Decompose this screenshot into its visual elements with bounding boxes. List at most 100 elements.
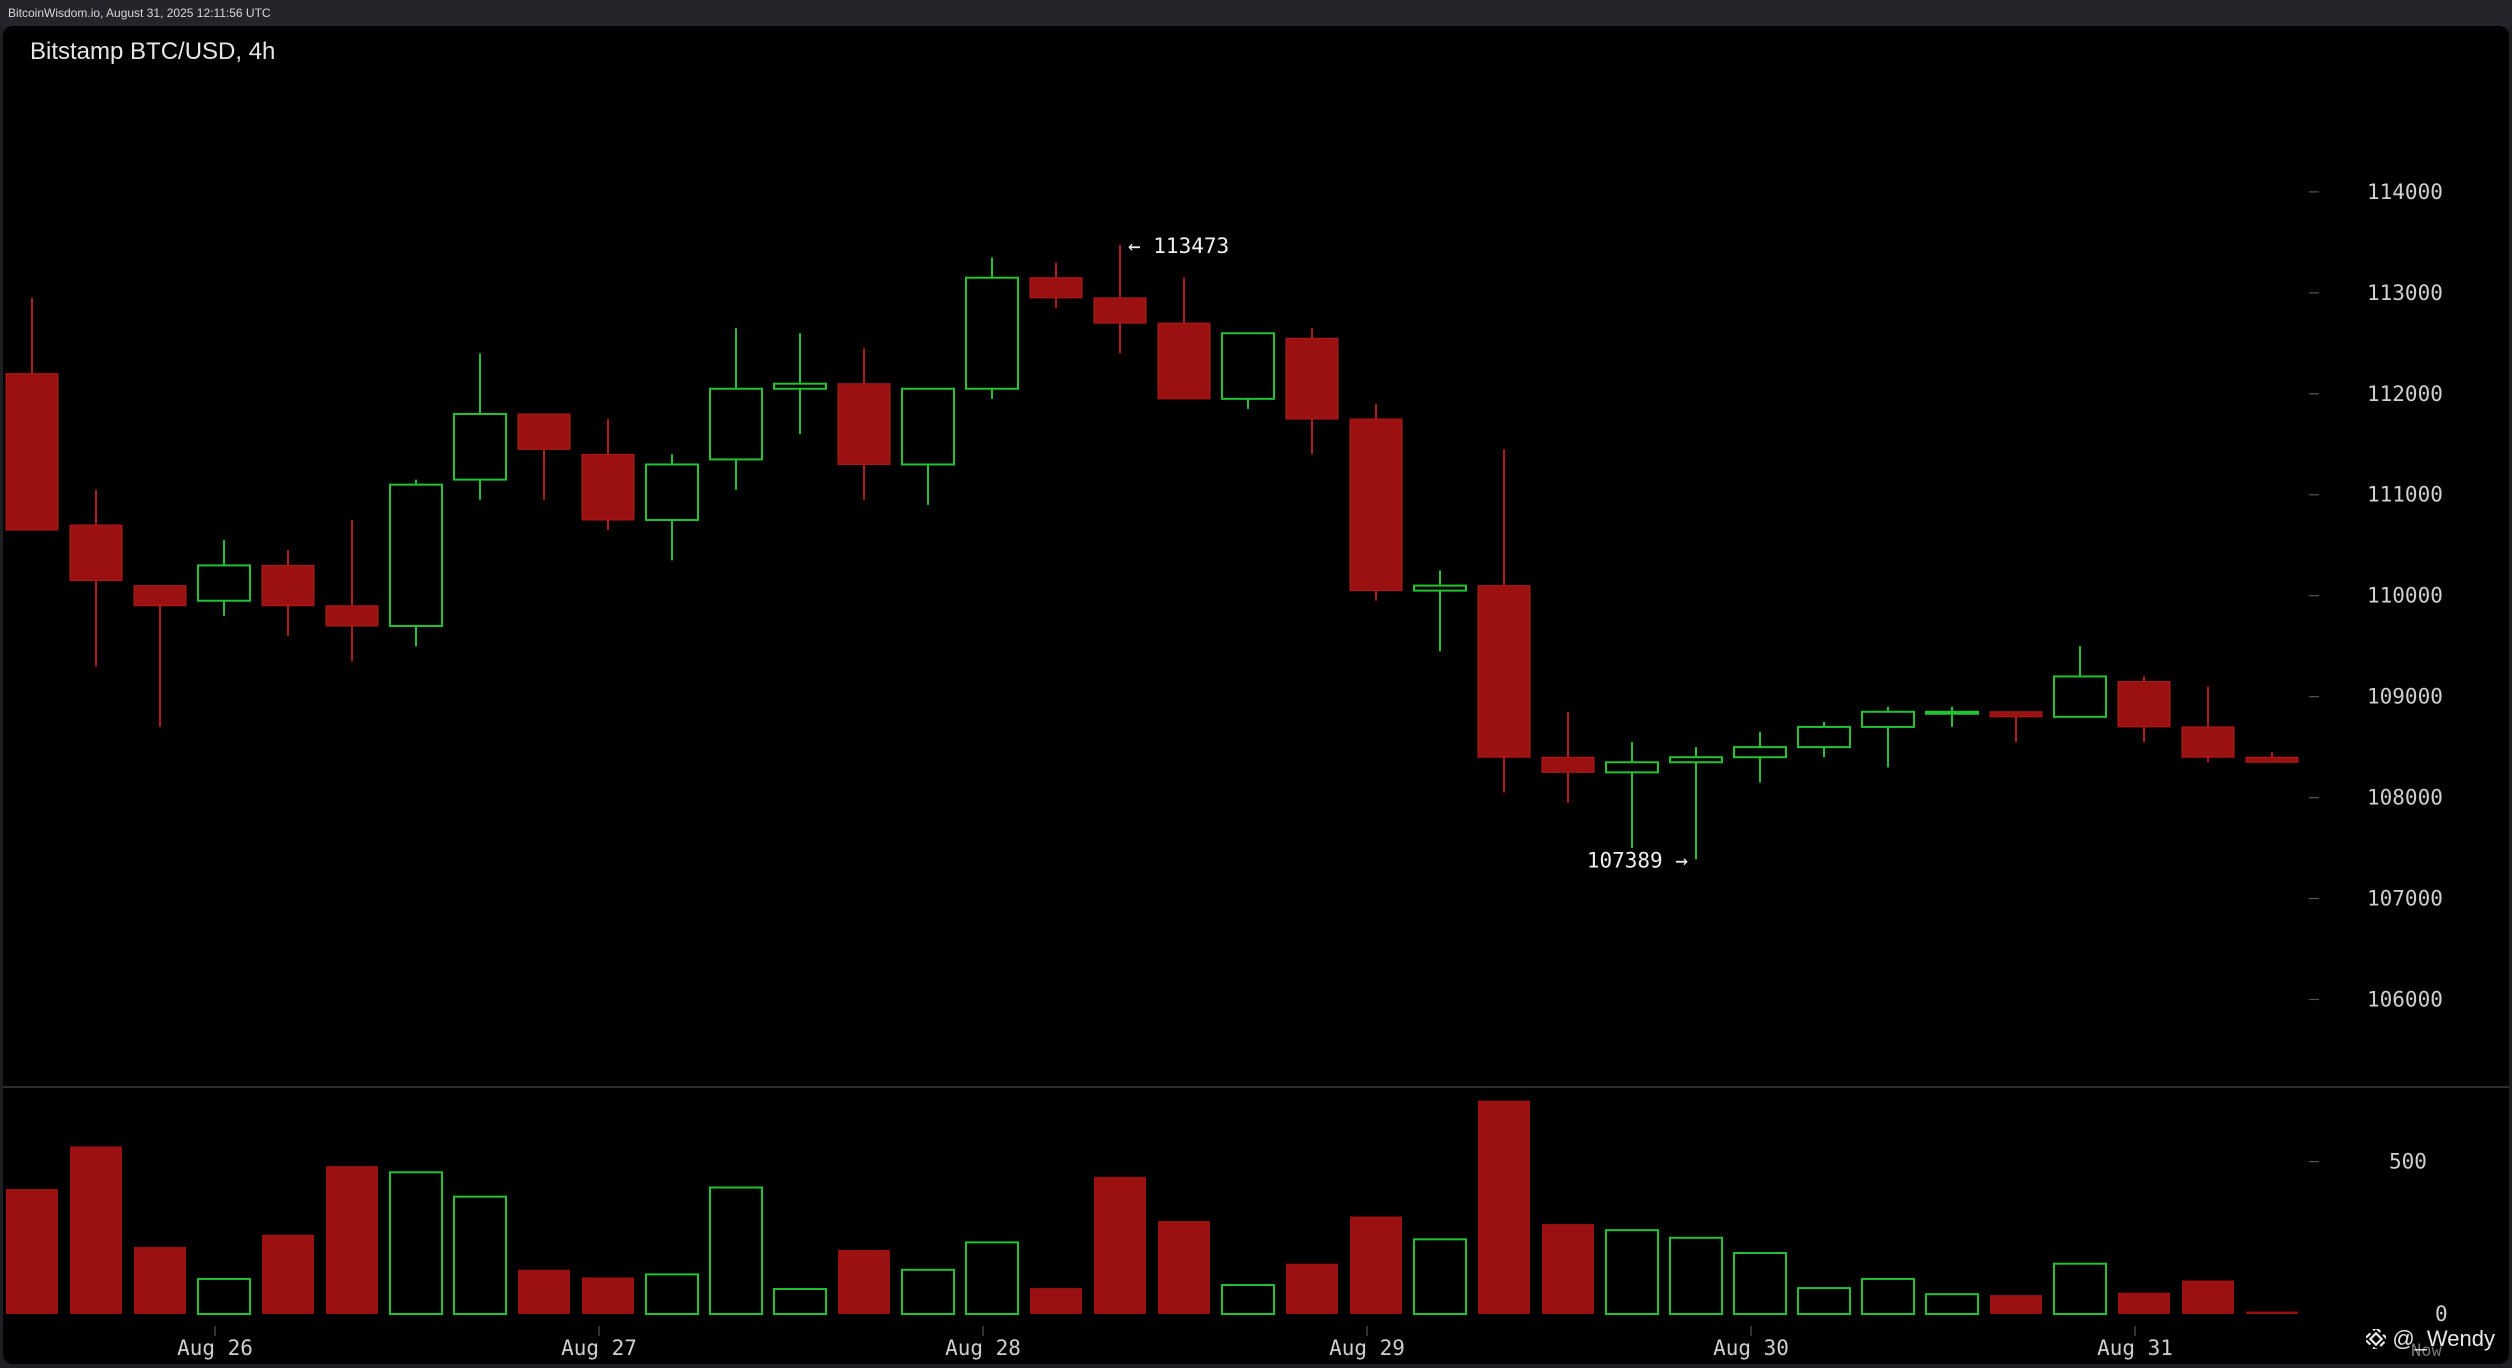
volume-bar-down bbox=[6, 1189, 58, 1314]
candle bbox=[5, 297, 59, 531]
candle bbox=[1605, 742, 1659, 849]
volume-bar-up bbox=[1605, 1229, 1659, 1316]
volume-bar-up bbox=[965, 1241, 1019, 1315]
price-tick-label: 106000 bbox=[2367, 987, 2443, 1011]
candle-body-up bbox=[2053, 675, 2107, 718]
volume-bar-up bbox=[1797, 1287, 1851, 1316]
candle-body-up bbox=[1925, 710, 1979, 715]
candle bbox=[1861, 706, 1915, 768]
candle-body-down bbox=[2181, 726, 2235, 758]
volume-bar-down bbox=[838, 1249, 890, 1314]
volume-bar-up bbox=[1733, 1252, 1787, 1316]
candle-body-up bbox=[1221, 332, 1275, 400]
candle bbox=[2245, 752, 2299, 763]
price-tick-label: 111000 bbox=[2367, 483, 2443, 507]
candle-body-up bbox=[1605, 761, 1659, 774]
volume-bar-up bbox=[389, 1171, 443, 1315]
candle bbox=[325, 519, 379, 662]
candle-body-down bbox=[1157, 322, 1211, 400]
candle-body-down bbox=[1093, 297, 1147, 324]
candle-body-up bbox=[645, 463, 699, 521]
candle-body-up bbox=[389, 483, 443, 627]
candle bbox=[581, 419, 635, 531]
candle bbox=[2117, 676, 2171, 743]
price-tick-label: 113000 bbox=[2367, 281, 2443, 305]
date-tick-label: Aug 28 bbox=[945, 1336, 1021, 1360]
price-tick-label: 108000 bbox=[2367, 786, 2443, 810]
volume-bar-down bbox=[518, 1269, 570, 1314]
candle bbox=[2181, 686, 2235, 763]
volume-bar-down bbox=[2118, 1292, 2170, 1314]
candle bbox=[261, 550, 315, 637]
candle bbox=[517, 413, 571, 500]
candle-body-down bbox=[69, 524, 123, 582]
candle bbox=[1413, 570, 1467, 652]
candle-body-up bbox=[1733, 746, 1787, 759]
price-tick-label: 110000 bbox=[2367, 584, 2443, 608]
candle bbox=[1285, 328, 1339, 455]
candle-body-down bbox=[1989, 711, 2043, 718]
now-label: Now bbox=[2411, 1341, 2442, 1361]
volume-bar-down bbox=[262, 1234, 314, 1314]
volume-bar-down bbox=[70, 1146, 122, 1314]
date-tick-label: Aug 30 bbox=[1713, 1336, 1789, 1360]
volume-bar-up bbox=[1925, 1293, 1979, 1315]
candle bbox=[389, 479, 443, 647]
candle-body-up bbox=[901, 387, 955, 466]
price-tick-label: 114000 bbox=[2367, 180, 2443, 204]
candle bbox=[1797, 721, 1851, 758]
price-tick-label: 107000 bbox=[2367, 887, 2443, 911]
candle bbox=[1157, 277, 1211, 400]
candlestick-chart[interactable]: 106000 107000 108000 109000 110000 111000 1120… bbox=[3, 26, 2509, 1364]
volume-bar-down bbox=[1990, 1295, 2042, 1314]
candle bbox=[2053, 646, 2107, 718]
candle bbox=[1029, 262, 1083, 308]
volume-bar-up bbox=[901, 1268, 955, 1315]
price-tick-label: 112000 bbox=[2367, 382, 2443, 406]
candle bbox=[709, 328, 763, 490]
candle-body-down bbox=[1541, 756, 1595, 773]
volume-bar-down bbox=[582, 1277, 634, 1314]
candle-body-down bbox=[325, 605, 379, 627]
candle-body-down bbox=[261, 564, 315, 607]
candle bbox=[1477, 449, 1531, 793]
chart-panel: 106000 107000 108000 109000 110000 111000 1120… bbox=[3, 26, 2509, 1364]
date-tick-label: Aug 26 bbox=[177, 1336, 253, 1360]
volume-bar-down bbox=[2246, 1311, 2298, 1314]
chart-title: Bitstamp BTC/USD, 4h bbox=[30, 38, 276, 65]
candle bbox=[1669, 747, 1723, 860]
volume-bar-up bbox=[1861, 1277, 1915, 1315]
volume-bar-down bbox=[1030, 1288, 1082, 1314]
price-tick-label: 109000 bbox=[2367, 685, 2443, 709]
candle bbox=[133, 585, 187, 727]
candle bbox=[1221, 332, 1275, 409]
candle bbox=[1925, 706, 1979, 727]
volume-bar-up bbox=[1669, 1236, 1723, 1316]
watermark-text: @_Wendy bbox=[2392, 1326, 2495, 1351]
candle-body-up bbox=[1413, 584, 1467, 592]
price-annotation: 107389 → bbox=[1587, 848, 1688, 872]
date-tick-label: Aug 27 bbox=[561, 1336, 637, 1360]
candle bbox=[645, 454, 699, 561]
candle bbox=[837, 348, 891, 500]
top-bar: BitcoinWisdom.io, August 31, 2025 12:11:… bbox=[0, 0, 2512, 26]
volume-bar-up bbox=[709, 1186, 763, 1316]
candle-body-down bbox=[1349, 418, 1403, 592]
candle bbox=[1989, 711, 2043, 743]
volume-bar-down bbox=[1286, 1263, 1338, 1314]
candle-body-up bbox=[965, 276, 1019, 390]
candle-body-down bbox=[837, 383, 891, 465]
price-annotation: ← 113473 bbox=[1128, 234, 1229, 258]
candle-body-up bbox=[1797, 725, 1851, 749]
candle bbox=[453, 353, 507, 500]
volume-bar-down bbox=[1094, 1176, 1146, 1314]
volume-bar-down bbox=[2182, 1280, 2234, 1314]
volume-bar-down bbox=[134, 1246, 186, 1314]
candle bbox=[1093, 245, 1147, 354]
candle-body-down bbox=[1477, 585, 1531, 758]
candle-body-down bbox=[517, 413, 571, 450]
candle bbox=[901, 387, 955, 505]
watermark: @_Wendy bbox=[2366, 1326, 2495, 1352]
volume-bar-down bbox=[1350, 1216, 1402, 1314]
candle-body-up bbox=[709, 387, 763, 461]
